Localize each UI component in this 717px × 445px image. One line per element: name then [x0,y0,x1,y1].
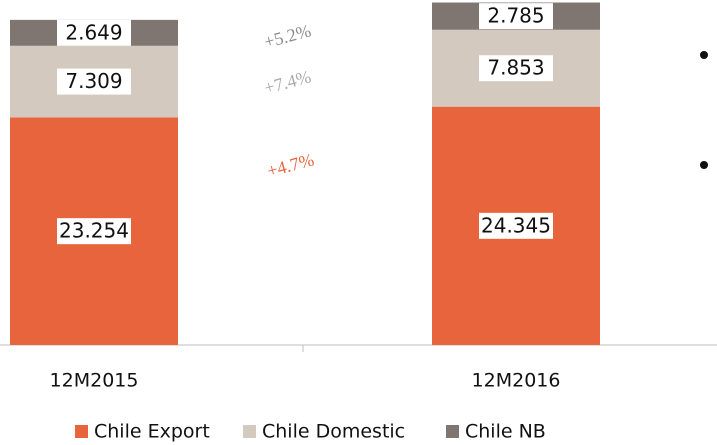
x-tick-label: 12M2015 [50,370,139,392]
value-label: 7.309 [65,69,122,93]
annotation: +4.7% [265,149,316,181]
value-label: 24.345 [481,213,551,237]
legend-label: Chile Domestic [262,421,405,443]
legend-swatch [446,425,459,438]
value-label-box [479,212,553,239]
annotation: +7.4% [262,66,313,98]
legend-swatch [243,425,256,438]
value-label-box [479,55,553,82]
value-label-box [57,19,131,46]
value-label-box [57,68,131,95]
value-label: 2.785 [487,4,544,28]
x-tick-label: 12M2016 [472,370,561,392]
value-label-box [479,3,553,30]
value-label: 7.853 [487,56,544,80]
bullet [700,51,708,59]
value-label: 23.254 [59,219,129,243]
value-label-box [57,218,131,245]
legend-swatch [75,425,88,438]
value-label: 2.649 [65,20,122,44]
legend-label: Chile NB [465,421,546,443]
bullet [700,161,708,169]
legend-label: Chile Export [94,421,210,443]
annotation: +5.2% [262,20,313,52]
